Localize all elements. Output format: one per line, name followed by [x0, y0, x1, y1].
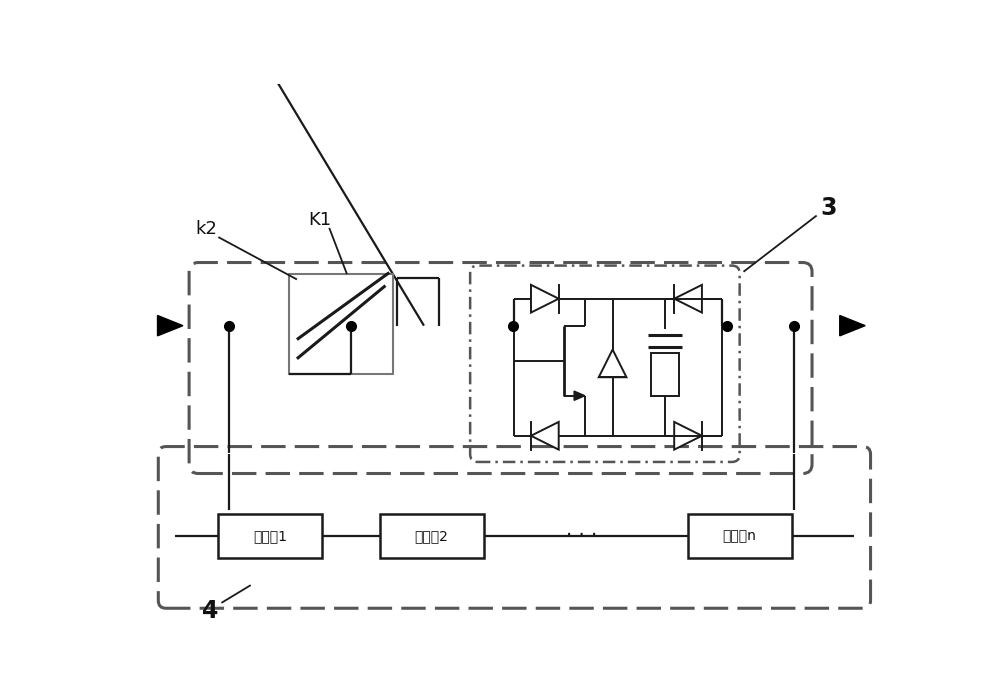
Text: K1: K1 — [308, 211, 332, 229]
Polygon shape — [674, 285, 702, 312]
Text: 子模块2: 子模块2 — [415, 529, 449, 543]
Bar — [688, 514, 792, 559]
Text: k2: k2 — [195, 220, 217, 238]
Polygon shape — [599, 350, 626, 377]
Bar — [380, 514, 484, 559]
Bar — [651, 354, 679, 396]
Bar — [218, 514, 322, 559]
Polygon shape — [531, 285, 559, 312]
Text: · · ·: · · · — [566, 526, 597, 545]
Text: 3: 3 — [820, 196, 836, 220]
Polygon shape — [674, 422, 702, 449]
Text: 子模块1: 子模块1 — [253, 529, 287, 543]
Polygon shape — [574, 391, 585, 401]
Polygon shape — [531, 422, 559, 449]
Polygon shape — [158, 315, 183, 336]
Text: 4: 4 — [202, 598, 219, 623]
Polygon shape — [840, 315, 865, 336]
Text: 子模块n: 子模块n — [723, 529, 757, 543]
Bar — [289, 274, 393, 374]
